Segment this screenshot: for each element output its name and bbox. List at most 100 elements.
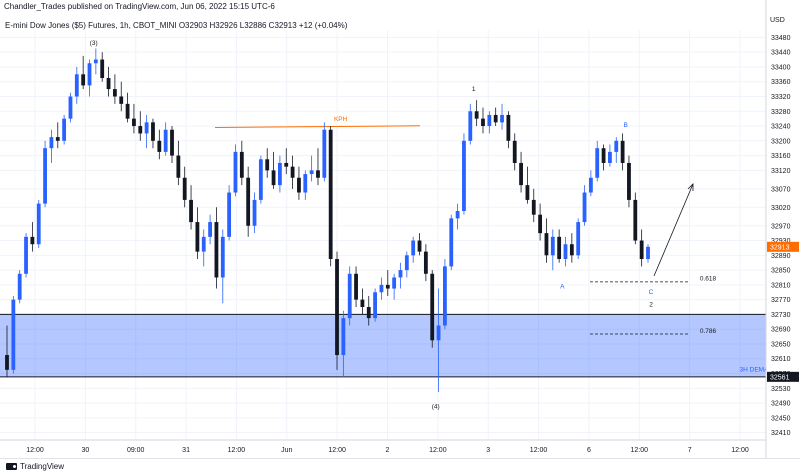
candle-body: [354, 273, 358, 300]
candle-body: [430, 273, 435, 341]
candle-body: [506, 114, 511, 141]
candle-body: [182, 177, 187, 200]
x-tick-label: 12:00: [228, 447, 246, 454]
candle-body: [227, 192, 232, 237]
y-tick-label: 32450: [771, 415, 791, 422]
y-tick-label: 33240: [771, 124, 791, 131]
price-label: 32561: [770, 374, 790, 381]
y-tick-label: 32690: [771, 327, 791, 334]
y-tick-label: 32530: [771, 386, 791, 393]
candle-body: [392, 277, 397, 289]
price-label: 32913: [770, 244, 790, 251]
candle-body: [151, 122, 155, 141]
candle-body: [474, 111, 479, 119]
demand-zone: [0, 313, 766, 378]
candle-body: [316, 170, 320, 178]
annotations: (3) (4) 1 KPH B A C 2 0.618 0.786 3H DEMAND: [90, 40, 778, 411]
candle-body: [360, 299, 365, 308]
candle-body: [449, 218, 454, 267]
candle-body: [290, 166, 295, 178]
candle-body: [258, 159, 263, 200]
x-tick-label: 6: [587, 447, 591, 454]
candle-body: [493, 114, 498, 123]
candle-body: [214, 222, 219, 278]
candle-body: [455, 210, 460, 219]
y-tick-label: 32930: [771, 238, 791, 245]
tradingview-logo[interactable]: TradingView: [6, 462, 64, 471]
y-tick-label: 33020: [771, 205, 791, 212]
candle-body: [341, 318, 346, 356]
candle-body: [81, 74, 86, 86]
candle-body: [525, 185, 530, 200]
tradingview-icon: [6, 463, 17, 470]
candle-body: [138, 126, 143, 134]
candle-body: [49, 137, 54, 149]
candle-body: [5, 355, 9, 370]
symbol-info: E-mini Dow Jones ($5) Futures, 1h, CBOT_…: [5, 21, 348, 30]
chart-annotation: 1: [472, 86, 476, 93]
chart-annotation: 3H DEMAND: [740, 367, 779, 374]
x-tick-label: 12:00: [530, 447, 548, 454]
candle-body: [106, 78, 111, 90]
kph-line: [214, 125, 421, 129]
candle-body: [443, 266, 447, 326]
candle-body: [588, 177, 593, 193]
candle-body: [68, 96, 73, 119]
candle-body: [563, 244, 568, 260]
time-axis[interactable]: 12:00 30 09:00 31 12:00 Jun 12:00 2 12:00 3 12:00 6…: [0, 439, 766, 454]
x-tick-label: 12:00: [328, 447, 346, 454]
candle-body: [322, 129, 327, 178]
candle-body: [170, 129, 174, 156]
candle-body: [608, 151, 612, 163]
chart-annotation: A: [560, 284, 565, 291]
candle-body: [468, 111, 473, 141]
candle-body: [132, 118, 136, 127]
candle-body: [201, 236, 206, 252]
x-tick-label: 12:00: [429, 447, 447, 454]
candle-body: [481, 118, 485, 127]
candle-body: [284, 162, 289, 167]
candle-body: [646, 246, 650, 260]
y-tick-label: 32890: [771, 253, 791, 260]
candle-body: [519, 162, 523, 186]
x-tick-label: 12:00: [731, 447, 749, 454]
candle-body: [125, 103, 130, 119]
candle-body: [277, 162, 282, 186]
drawn-lines: [214, 125, 694, 335]
candles: [5, 48, 650, 392]
candle-body: [208, 222, 212, 237]
candle-body: [595, 148, 600, 178]
candle-body: [36, 203, 41, 245]
candle-body: [620, 140, 625, 163]
chart-annotation: B: [623, 122, 627, 129]
candle-body: [544, 233, 549, 256]
y-tick-label: 32490: [771, 401, 791, 408]
x-tick-label: 30: [81, 447, 89, 454]
candle-body: [538, 214, 543, 234]
candle-body: [366, 307, 371, 319]
chart-annotation: KPH: [334, 116, 348, 123]
candle-body: [639, 240, 644, 260]
candle-body: [55, 137, 60, 141]
price-axis[interactable]: 33480 33440 33400 33360 33320 33280 33240 33200…: [765, 0, 800, 458]
candle-body: [74, 74, 79, 97]
y-tick-label: 32730: [771, 312, 791, 319]
candle-body: [87, 63, 92, 86]
candle-body: [303, 174, 308, 193]
x-tick-label: 2: [386, 447, 390, 454]
x-tick-label: 12:00: [26, 447, 44, 454]
demand-zone-rect: [0, 314, 766, 377]
candle-body: [385, 284, 390, 289]
y-tick-label: 33280: [771, 109, 791, 116]
y-tick-label: 33360: [771, 79, 791, 86]
candle-body: [176, 155, 181, 178]
candle-body: [627, 162, 631, 200]
candle-body: [614, 140, 619, 152]
candle-body: [557, 236, 562, 260]
candle-body: [462, 140, 466, 211]
chart-annotation: 2: [649, 301, 653, 308]
candle-body: [195, 222, 200, 252]
price-label-bg: [767, 241, 799, 252]
